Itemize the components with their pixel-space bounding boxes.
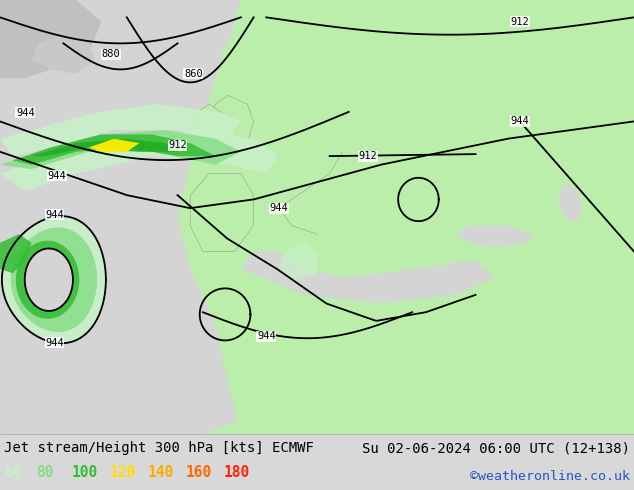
Polygon shape — [558, 182, 583, 221]
Polygon shape — [222, 0, 330, 122]
Text: 100: 100 — [72, 465, 98, 480]
Text: 944: 944 — [48, 171, 67, 181]
Text: 80: 80 — [36, 465, 53, 480]
Text: Su 02-06-2024 06:00 UTC (12+138): Su 02-06-2024 06:00 UTC (12+138) — [362, 441, 630, 455]
Polygon shape — [178, 356, 634, 434]
Polygon shape — [13, 134, 216, 165]
Polygon shape — [2, 216, 106, 343]
Text: 120: 120 — [110, 465, 136, 480]
Text: 880: 880 — [101, 49, 120, 59]
Text: 912: 912 — [358, 151, 377, 161]
Polygon shape — [89, 139, 139, 152]
Text: 912: 912 — [510, 17, 529, 26]
Text: 160: 160 — [186, 465, 212, 480]
Text: 944: 944 — [45, 210, 64, 220]
Text: 944: 944 — [45, 338, 64, 347]
Text: 912: 912 — [168, 140, 187, 150]
Polygon shape — [0, 104, 241, 156]
Text: 140: 140 — [148, 465, 174, 480]
Polygon shape — [32, 35, 95, 74]
Polygon shape — [0, 130, 279, 191]
Text: 180: 180 — [224, 465, 250, 480]
Polygon shape — [16, 241, 79, 318]
Text: 944: 944 — [269, 203, 288, 213]
Polygon shape — [11, 227, 97, 332]
Text: 944: 944 — [510, 117, 529, 126]
Text: 944: 944 — [257, 331, 276, 341]
Polygon shape — [197, 104, 222, 139]
Text: Jet stream/Height 300 hPa [kts] ECMWF: Jet stream/Height 300 hPa [kts] ECMWF — [4, 441, 314, 455]
Polygon shape — [0, 130, 241, 169]
Polygon shape — [32, 139, 178, 156]
Polygon shape — [209, 96, 254, 152]
Text: ©weatheronline.co.uk: ©weatheronline.co.uk — [470, 470, 630, 483]
Polygon shape — [178, 0, 634, 434]
Text: 60: 60 — [4, 465, 22, 480]
Text: 944: 944 — [16, 108, 35, 118]
Polygon shape — [0, 0, 101, 78]
Polygon shape — [241, 251, 495, 304]
Text: 860: 860 — [184, 69, 203, 79]
Polygon shape — [0, 234, 32, 273]
Polygon shape — [25, 248, 73, 311]
Polygon shape — [190, 173, 254, 251]
Polygon shape — [279, 243, 317, 282]
Polygon shape — [456, 225, 533, 247]
